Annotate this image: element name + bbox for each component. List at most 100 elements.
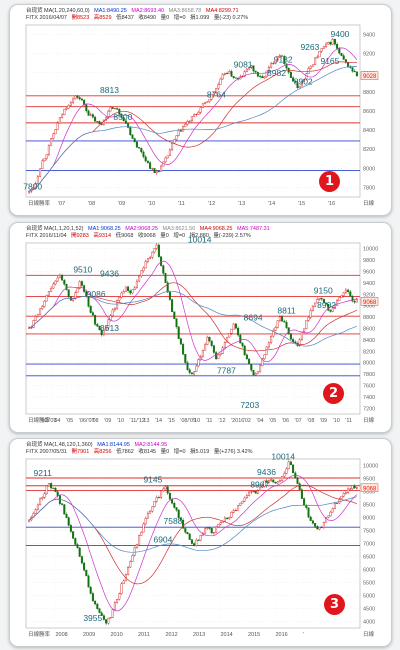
y-tick-label: 8400 <box>363 128 375 134</box>
candle-body <box>226 517 229 520</box>
candle-body <box>327 515 330 518</box>
candle-body <box>164 273 167 283</box>
candle-body <box>193 543 196 546</box>
header-close: 收9068 <box>137 233 156 239</box>
candle-body <box>199 535 202 541</box>
candle-body <box>344 289 347 293</box>
candle-body <box>120 113 123 118</box>
candle-body <box>76 95 79 98</box>
price-annotation: 9150 <box>314 285 333 295</box>
candle-body <box>142 267 145 272</box>
candle-body <box>232 76 235 78</box>
candle-body <box>325 302 328 305</box>
y-tick-label: 7400 <box>363 395 375 401</box>
candle-body <box>56 122 59 130</box>
x-tick-label: '16 <box>328 201 335 207</box>
candle-body <box>52 487 55 489</box>
candle-body <box>56 277 59 282</box>
x-tick-label: 2012 <box>166 632 178 638</box>
current-price-tag <box>360 71 379 80</box>
candle-body <box>116 108 119 110</box>
candle-body <box>171 299 174 313</box>
candle-body <box>142 523 145 533</box>
candle-body <box>243 497 246 502</box>
candle-body <box>131 134 134 139</box>
candle-body <box>41 306 44 310</box>
y-tick-label: 8200 <box>363 147 375 153</box>
candle-body <box>28 327 31 329</box>
candle-body <box>54 488 57 492</box>
candle-body <box>67 517 70 526</box>
x-tick-label: '07 <box>58 201 65 207</box>
candle-body <box>219 78 222 85</box>
candle-body <box>173 139 176 144</box>
candle-body <box>120 292 123 298</box>
candle-body <box>270 479 273 481</box>
candle-body <box>175 135 178 140</box>
candle-body <box>226 336 229 343</box>
candle-body <box>144 261 147 269</box>
candle-body <box>151 251 154 258</box>
y-tick-label: 8000 <box>363 166 375 172</box>
candle-body <box>65 108 68 110</box>
candle-body <box>100 612 103 616</box>
candle-body <box>307 317 310 321</box>
x-axis-unit-label: 日線 <box>363 199 375 207</box>
candle-body <box>63 108 66 116</box>
candle-body <box>228 517 231 520</box>
candle-body <box>281 55 284 57</box>
candle-body <box>276 320 279 328</box>
candle-body <box>254 373 257 376</box>
candle-body <box>311 64 314 67</box>
price-chart-3: 10000 9500 9000 8500 8000 7500 7000 6500 6000 550… <box>25 452 378 638</box>
candle-body <box>281 476 284 481</box>
candle-body <box>195 365 198 372</box>
candle-body <box>102 615 105 620</box>
candle-body <box>329 42 332 45</box>
candle-body <box>274 482 277 484</box>
candle-body <box>129 290 132 294</box>
candle-body <box>186 531 189 535</box>
x-tick-label: 2009 <box>83 632 95 638</box>
candle-body <box>283 472 286 477</box>
chart-panel-1: 台现货 MA(1,20,240,60,0) MA1:8490.25 MA2:86… <box>9 4 392 216</box>
candle-body <box>298 483 301 490</box>
candle-body <box>149 162 152 169</box>
candle-body <box>190 116 193 122</box>
candle-body <box>208 336 211 342</box>
candle-body <box>195 539 198 546</box>
candle-body <box>164 486 167 490</box>
candle-body <box>320 297 323 300</box>
candle-body <box>278 316 281 321</box>
candle-body <box>162 488 165 492</box>
candle-body <box>234 323 237 329</box>
candle-body <box>217 524 220 528</box>
x-axis-unit-label: 日線 <box>363 416 375 424</box>
candle-body <box>349 488 352 490</box>
candle-body <box>36 314 39 317</box>
current-price-label: 9068 <box>363 486 377 492</box>
candle-body <box>58 117 61 124</box>
header-ma2: MA2:9068.25 <box>125 226 158 232</box>
candle-body <box>230 71 233 77</box>
header-open: 開7901 <box>71 449 90 455</box>
y-tick-label: 4000 <box>363 620 375 626</box>
candle-body <box>105 327 108 331</box>
candle-body <box>336 300 339 306</box>
x-tick-label: '02 <box>244 418 251 424</box>
y-tick-label: 9200 <box>363 292 375 298</box>
x-tick-label: '13 <box>142 418 149 424</box>
candle-body <box>36 504 39 510</box>
candle-body <box>325 43 328 48</box>
candle-body <box>215 526 218 533</box>
candle-body <box>193 114 196 117</box>
candle-body <box>109 617 112 619</box>
header-close: 收8145 <box>138 449 157 455</box>
candle-body <box>292 339 295 342</box>
header-change: 增=0 <box>173 233 186 239</box>
candle-body <box>263 76 266 79</box>
candle-body <box>223 517 226 522</box>
x-tick-label: '14 <box>155 418 162 424</box>
candle-body <box>300 489 303 499</box>
candle-body <box>342 493 345 497</box>
